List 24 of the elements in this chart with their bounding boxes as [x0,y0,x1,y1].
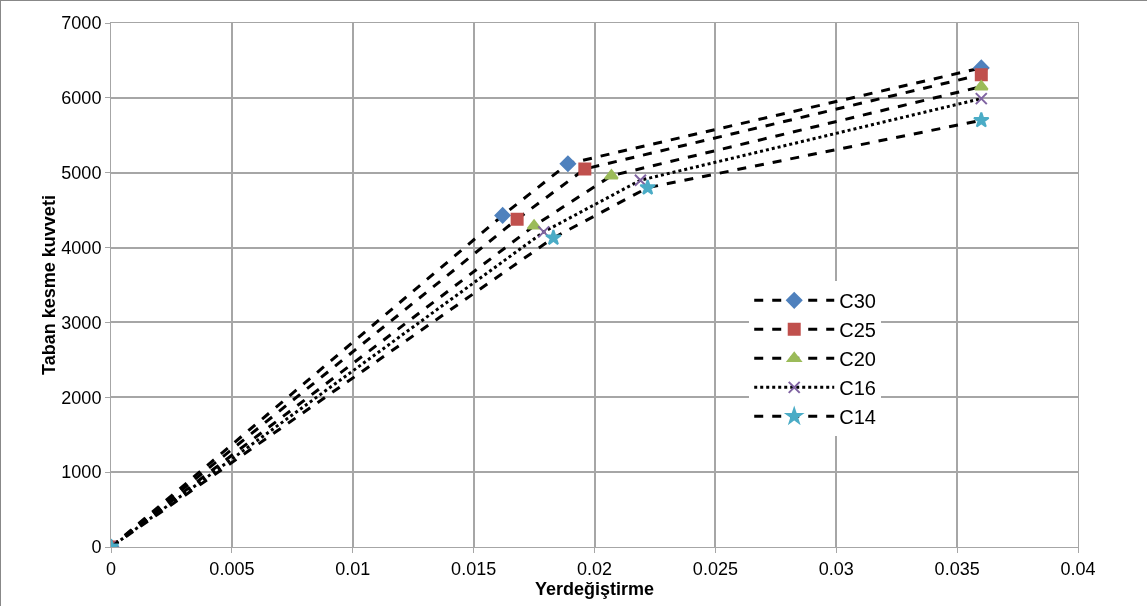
x-tick-label: 0.01 [335,558,371,579]
legend-label: C20 [839,348,876,371]
x-tick-label: 0.025 [692,558,738,579]
y-tick-label: 7000 [61,13,102,34]
y-tick-label: 4000 [61,237,102,258]
x-tick-label: 0.005 [209,558,255,579]
legend-label: C16 [839,377,876,400]
y-tick-label: 5000 [61,163,102,184]
y-tick-label: 0 [91,537,102,558]
y-axis-title: Taban kesme kuvveti [39,195,60,375]
x-axis-title: Yerdeğiştirme [534,578,655,599]
y-tick-label: 3000 [61,312,102,333]
legend-label: C30 [839,290,876,313]
x-tick-label: 0.03 [818,558,854,579]
x-tick-label: 0.02 [576,558,613,579]
y-tick-label: 2000 [61,387,102,408]
legend-label: C14 [839,406,876,429]
x-tick-label: 0 [105,558,117,579]
x-tick-label: 0.015 [451,558,497,579]
x-tick-label: 0.04 [1060,558,1096,579]
y-tick-label: 6000 [61,88,102,109]
x-tick-label: 0.035 [934,558,980,579]
y-tick-label: 1000 [61,462,102,483]
legend-label: C25 [839,319,876,342]
